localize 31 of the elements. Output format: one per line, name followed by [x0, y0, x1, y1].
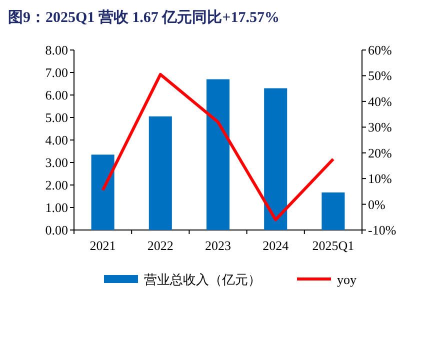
legend-label: 营业总收入（亿元） — [144, 272, 261, 287]
y2-tick-label: 30% — [368, 120, 392, 135]
y2-tick-label: 0% — [368, 196, 386, 212]
chart-title: 图9：2025Q1 营收 1.67 亿元同比+17.57% — [8, 9, 280, 26]
x-tick-label: 2021 — [90, 238, 116, 253]
y-tick-label: 2.00 — [45, 178, 68, 192]
y-tick-label: 3.00 — [45, 155, 68, 170]
x-tick-label: 2022 — [147, 238, 174, 253]
bar — [148, 116, 172, 230]
y-tick-label: 4.00 — [45, 132, 68, 148]
line-series — [101, 72, 335, 222]
y2-tick-label: 10% — [368, 171, 392, 186]
y-tick-label: 8.00 — [45, 42, 68, 58]
bar — [91, 154, 114, 230]
y-tick-label: 6.00 — [45, 88, 68, 102]
x-tick-label: 2024 — [262, 238, 290, 253]
bar — [206, 79, 230, 230]
y2-tick-label: -10% — [368, 222, 396, 238]
x-tick-label: 2023 — [205, 238, 231, 253]
y-tick-label: 0.00 — [45, 222, 68, 238]
y-tick-label: 5.00 — [45, 110, 68, 125]
bar — [322, 192, 345, 230]
y2-tick-label: 20% — [368, 145, 392, 160]
y-tick-label: 7.00 — [45, 65, 68, 80]
y2-tick-label: 60% — [368, 42, 392, 58]
x-tick-label: 2025Q1 — [312, 238, 354, 253]
y2-tick-label: 40% — [368, 94, 392, 109]
y2-tick-label: 50% — [368, 68, 392, 84]
legend-label: yoy — [337, 272, 357, 287]
y-tick-label: 1.00 — [45, 200, 68, 215]
bar — [264, 88, 288, 230]
